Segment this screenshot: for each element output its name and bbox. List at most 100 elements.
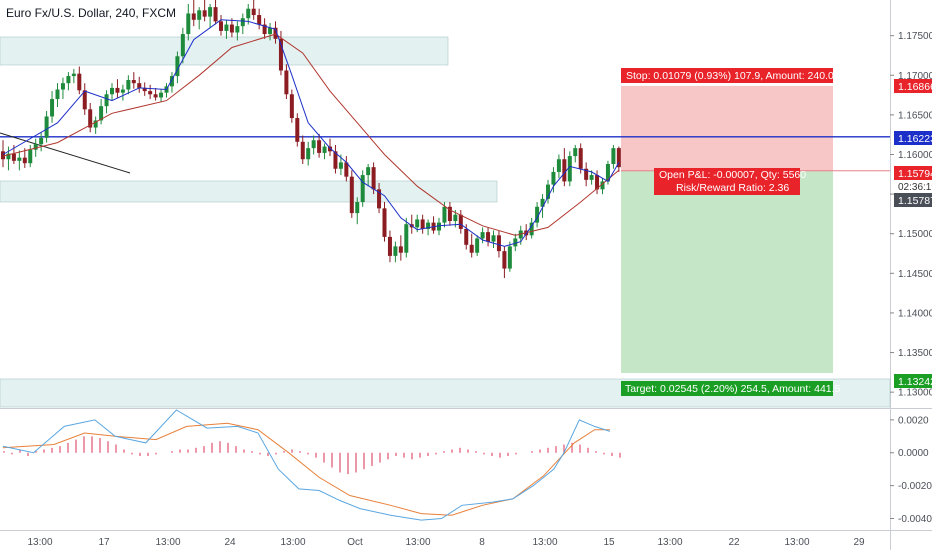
candle-body	[148, 91, 153, 95]
support-zone	[0, 180, 498, 203]
line-price-badge: 1.16223	[894, 131, 932, 145]
candle-body	[169, 76, 174, 87]
pnl-label-text: Open P&L: -0.00007, Qty: 5560	[659, 169, 806, 181]
candle-body	[562, 159, 567, 182]
candle-body	[458, 214, 463, 229]
candle-body	[289, 94, 294, 119]
candle-body	[366, 167, 371, 176]
target-price-badge: 1.13242	[894, 374, 932, 388]
price-axis-tick-label: 1.13000	[898, 388, 932, 399]
stop-label-text: Stop: 0.01079 (0.93%) 107.9, Amount: 240…	[626, 70, 840, 82]
time-axis-label: 13:00	[280, 537, 305, 548]
candle-body	[464, 228, 469, 245]
candle-body	[513, 238, 518, 247]
candle-body	[469, 244, 474, 253]
candle-body	[311, 140, 316, 149]
candle-body	[93, 120, 98, 128]
oscillator-axis[interactable]: 0.0020 0.0000 -0.0020 -0.0040	[890, 415, 932, 525]
candle-body	[295, 118, 300, 142]
candle-body	[224, 24, 229, 31]
candle-body	[268, 27, 273, 35]
price-axis-tick-label: 1.14000	[898, 308, 932, 319]
candle-body	[317, 140, 322, 153]
candle-body	[22, 157, 27, 164]
target-price-badge-bg	[894, 374, 932, 388]
candle-body	[540, 198, 545, 207]
time-axis-label: Oct	[347, 537, 363, 548]
candle-body	[262, 24, 267, 35]
candle-body	[387, 236, 392, 256]
candle-body	[496, 235, 501, 252]
candle-body	[115, 87, 120, 93]
price-axis-tick-label: 1.16500	[898, 110, 932, 121]
candle-body	[50, 99, 55, 117]
countdown-badge: 02:36:19	[894, 180, 932, 193]
candle-body	[126, 80, 131, 90]
time-axis-label: 8	[479, 537, 485, 548]
candle-body	[306, 148, 311, 160]
time-axis-label: 13:00	[27, 537, 52, 548]
time-axis-label: 13:00	[657, 537, 682, 548]
oscillator-axis-tick-label: -0.0020	[898, 481, 932, 492]
candle-body	[355, 202, 360, 214]
stop-price-badge: 1.16866	[894, 79, 932, 93]
entry-price-badge: 1.15794	[894, 166, 932, 180]
candle-body	[33, 144, 38, 150]
position-layer[interactable]	[0, 85, 890, 373]
candle-body	[377, 189, 382, 209]
candle-body	[600, 181, 605, 190]
oscillator-axis-tick-label: -0.0040	[898, 514, 932, 525]
stop-loss-area	[621, 85, 833, 171]
candle-body	[589, 175, 594, 180]
stop-label-bg	[621, 68, 833, 83]
oscillator-axis-tick-label: 0.0020	[898, 415, 929, 426]
candle-body	[486, 232, 491, 242]
entry-price-badge-bg	[894, 166, 932, 180]
candle-body	[137, 83, 142, 88]
oscillator-layer	[2, 409, 621, 521]
price-axis-tick-label: 1.17000	[898, 71, 932, 82]
candle-body	[453, 214, 458, 222]
time-axis[interactable]: 13:00 17 13:00 24 13:00 Oct 13:00 8 13:00 15 13:00…	[27, 537, 865, 548]
candle-body	[371, 167, 376, 190]
candle-body	[426, 222, 431, 229]
candle-body	[404, 224, 409, 253]
candle-body	[235, 26, 240, 33]
candle-body	[447, 206, 452, 222]
stop-price-text: 1.16866	[898, 81, 932, 93]
candle-body	[251, 8, 256, 16]
time-axis-label: 13:00	[532, 537, 557, 548]
candle-body	[219, 21, 223, 31]
candle-body	[142, 87, 147, 92]
candle-body	[551, 171, 556, 185]
trend-line	[0, 132, 131, 174]
candle-body	[55, 89, 60, 100]
candle-body	[338, 162, 343, 169]
candle-body	[11, 153, 16, 161]
candle-body	[1, 151, 5, 160]
candle-body	[475, 238, 480, 253]
time-axis-label: 24	[224, 537, 236, 548]
candle-body	[202, 10, 207, 17]
candle-body	[104, 94, 109, 107]
candle-body	[60, 83, 65, 90]
candle-body	[349, 176, 354, 214]
candle-body	[546, 184, 550, 199]
candle-body	[175, 56, 180, 77]
candle-body	[120, 89, 125, 93]
candle-body	[595, 175, 600, 190]
risk-reward-text: Risk/Reward Ratio: 2.36	[676, 182, 789, 194]
time-axis-label: 13:00	[405, 537, 430, 548]
candle-body	[480, 232, 485, 239]
candle-body	[393, 246, 398, 256]
candle-body	[333, 151, 338, 169]
candle-body	[611, 148, 616, 164]
time-axis-label: 22	[728, 537, 740, 548]
candle-body	[573, 148, 578, 157]
candle-body	[159, 92, 164, 98]
candle-body	[82, 90, 87, 110]
candle-body	[529, 222, 534, 236]
last-price-badge: 1.15787	[894, 193, 932, 207]
